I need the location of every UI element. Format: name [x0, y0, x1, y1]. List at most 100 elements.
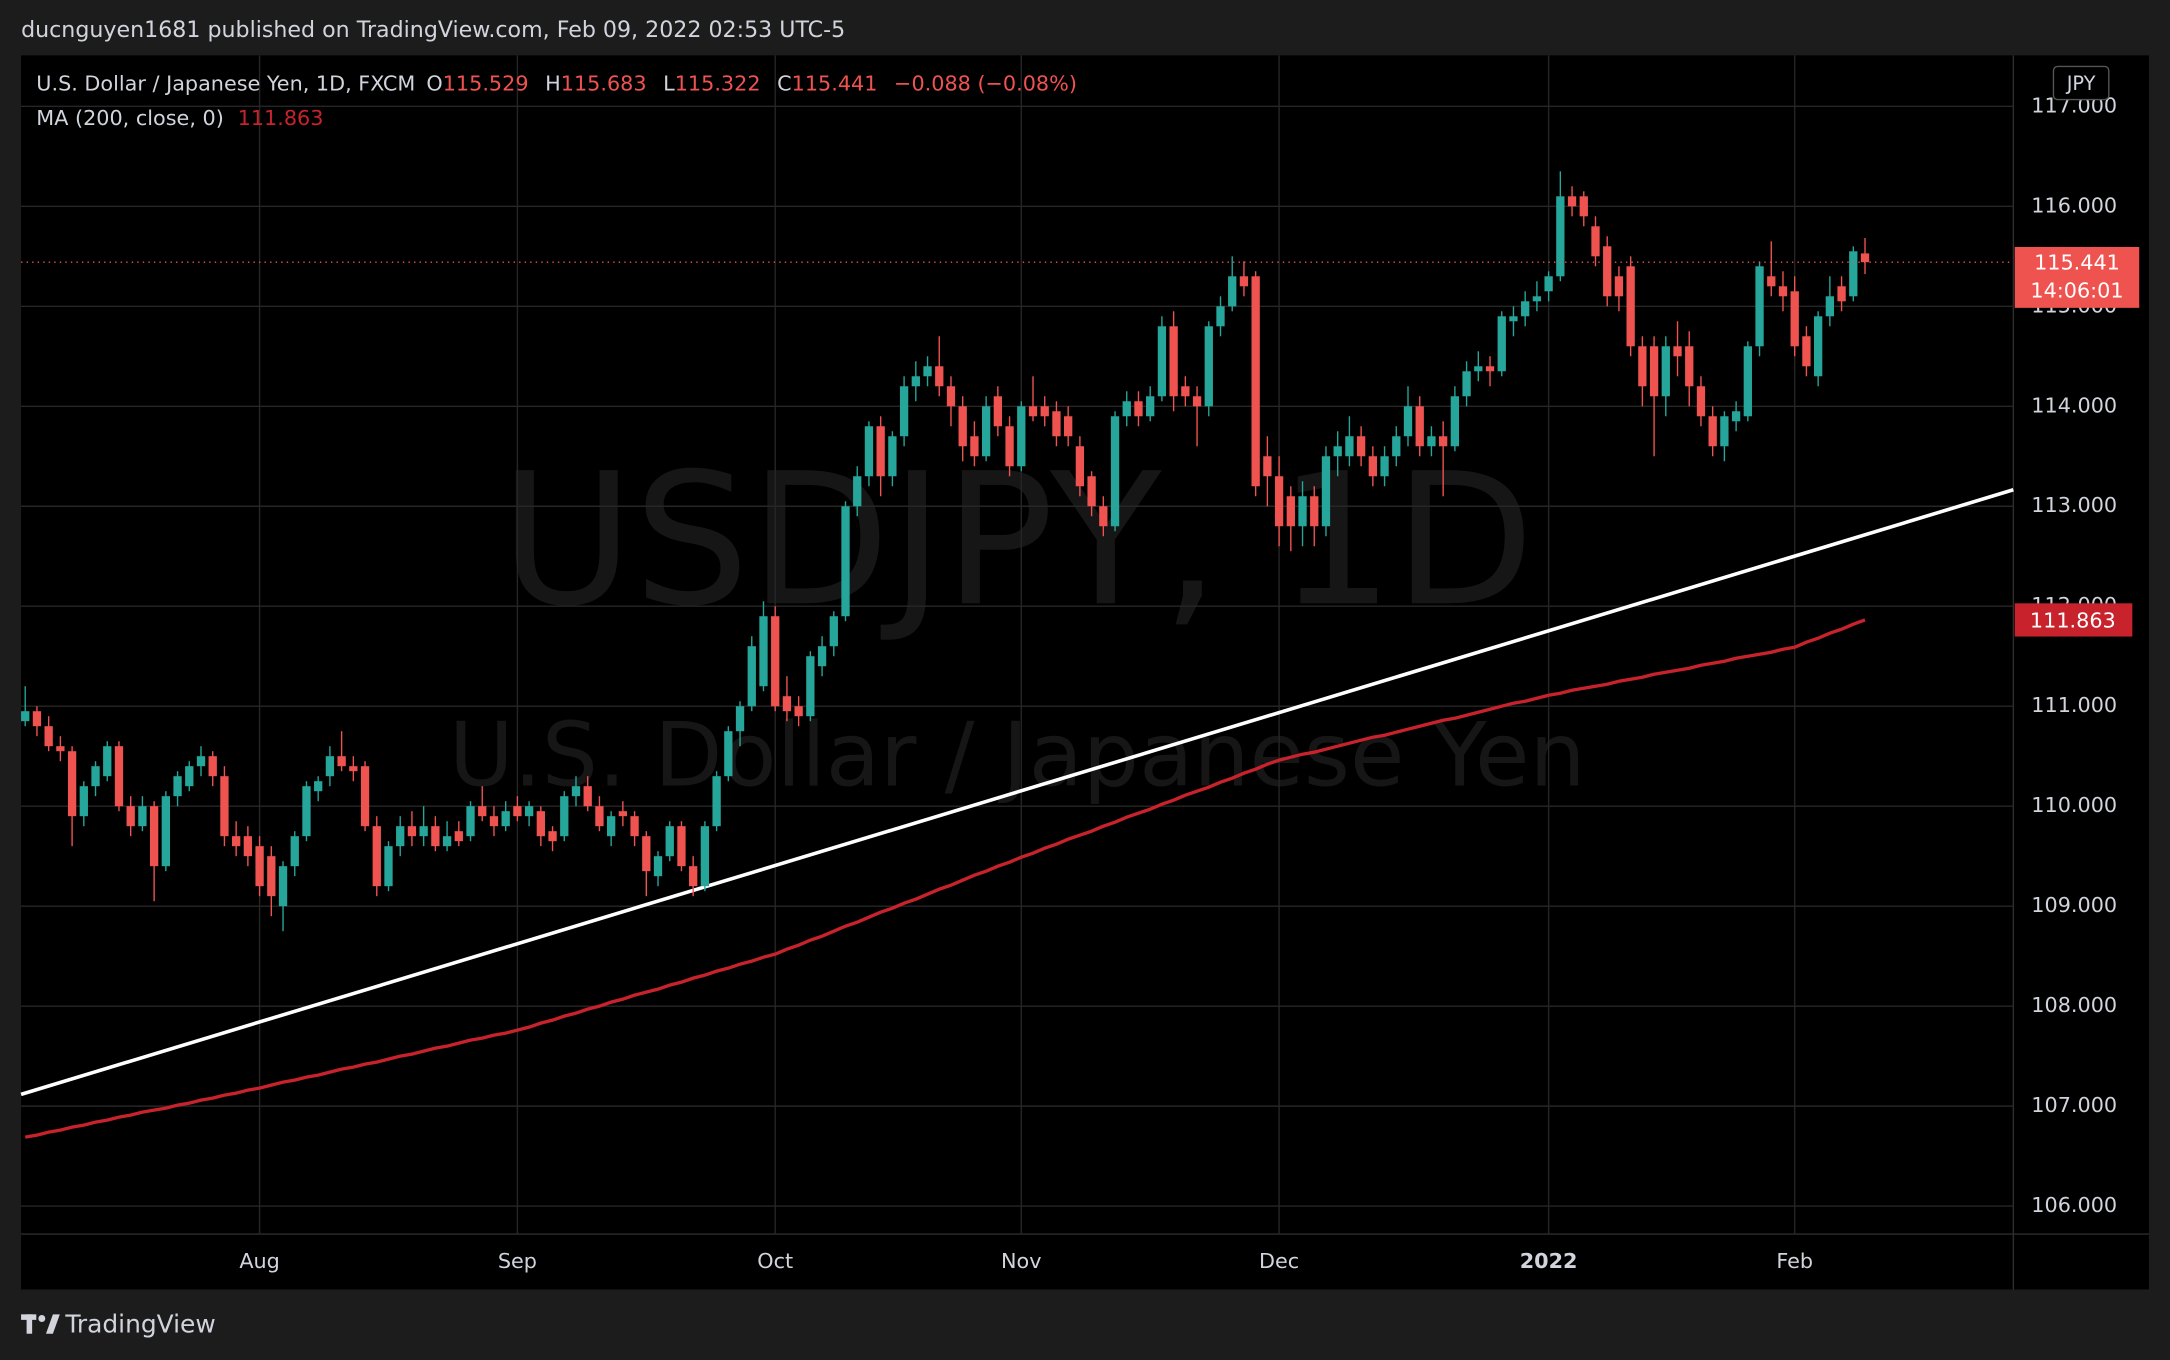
candle-body	[407, 826, 417, 837]
candle-body	[1263, 456, 1272, 477]
candle-body	[841, 506, 850, 617]
candle-body	[1415, 406, 1424, 447]
candle-body	[677, 826, 686, 867]
candle-body	[1146, 396, 1155, 417]
x-tick-label: Sep	[498, 1249, 537, 1273]
y-tick-label: 106.000	[2031, 1193, 2117, 1217]
candle-body	[1403, 406, 1413, 437]
candle-body	[1626, 266, 1635, 347]
candle-body	[1731, 411, 1741, 422]
candle-body	[419, 826, 428, 837]
candle-body	[1462, 371, 1471, 397]
candle-body	[442, 836, 452, 847]
candle-body	[489, 816, 499, 827]
candle-body	[1298, 496, 1307, 527]
candle-body	[1532, 296, 1542, 302]
candle-body	[1591, 226, 1600, 257]
candle-body	[571, 786, 581, 797]
candle-body	[232, 836, 241, 847]
candle-body	[1427, 436, 1436, 447]
candle-body	[1333, 446, 1342, 457]
x-tick-label: Dec	[1259, 1249, 1299, 1273]
candle-body	[1767, 276, 1776, 287]
candle-body	[396, 826, 405, 847]
candle-body	[290, 836, 299, 867]
legend-ohlc-value: 115.683	[561, 71, 647, 95]
candle-body	[618, 811, 628, 817]
x-tick-label: Feb	[1776, 1249, 1813, 1273]
candle-body	[724, 731, 733, 777]
y-tick-label: 114.000	[2031, 393, 2117, 417]
candle-body	[595, 806, 604, 827]
candle-body	[1310, 496, 1319, 527]
candle-body	[1603, 246, 1612, 297]
candle-body	[501, 811, 510, 827]
candle-body	[560, 796, 569, 837]
ma-price-box	[2014, 603, 2133, 637]
candles	[21, 171, 2014, 1139]
candle-body	[372, 826, 381, 887]
candle-body	[771, 616, 780, 707]
countdown: 14:06:01	[2030, 278, 2123, 302]
candle-body	[899, 386, 909, 437]
candle-body	[1509, 316, 1518, 322]
legend-ohlc-label: H	[545, 71, 561, 95]
candle-body	[1157, 326, 1167, 397]
candle-body	[337, 756, 346, 767]
candle-body	[1251, 276, 1260, 487]
candle-body	[1087, 476, 1096, 507]
legend-ohlc-label: O	[426, 71, 442, 95]
ma-price-label: 111.863	[2030, 608, 2116, 632]
candle-body	[853, 476, 862, 507]
candle-body	[1110, 416, 1120, 527]
candle-body	[360, 766, 370, 827]
candle-body	[1216, 306, 1225, 327]
candle-body	[536, 811, 545, 837]
candle-body	[67, 751, 77, 817]
candle-body	[384, 846, 393, 887]
candle-body	[876, 426, 885, 477]
candle-body	[1497, 316, 1506, 372]
candle-body	[583, 786, 592, 807]
candle-body	[1849, 251, 1858, 297]
legend-ohlc-value: 115.441	[792, 71, 878, 95]
candle-body	[1122, 401, 1131, 417]
candle-body	[1028, 406, 1038, 417]
candle-body	[735, 706, 745, 732]
legend-change: −0.088 (−0.08%)	[894, 71, 1077, 95]
candle-body	[1860, 253, 1870, 263]
candle-body	[1064, 416, 1073, 437]
candle-body	[1192, 396, 1202, 407]
candle-body	[79, 786, 88, 817]
brand-logo	[21, 1314, 60, 1334]
candle-body	[1204, 326, 1213, 407]
candle-body	[1356, 436, 1366, 457]
legend-ohlc-value: 115.529	[443, 71, 529, 95]
candle-body	[138, 806, 147, 827]
candle-body	[1005, 426, 1014, 467]
brand: TradingView	[64, 1309, 215, 1338]
candle-body	[1017, 406, 1026, 467]
candle-body	[829, 616, 838, 647]
candle-body	[548, 831, 557, 842]
candle-body	[1556, 196, 1565, 277]
ma-legend: MA (200, close, 0) 111.863	[36, 106, 323, 130]
chart-pane	[21, 55, 2149, 1290]
y-tick-label: 113.000	[2031, 493, 2117, 517]
candle-body	[1790, 291, 1799, 347]
y-tick-label: 107.000	[2031, 1093, 2117, 1117]
candle-body	[1521, 301, 1530, 317]
candle-body	[302, 786, 311, 837]
legend-ohlc-label: C	[777, 71, 792, 95]
currency[interactable]: JPY	[2066, 72, 2096, 95]
candle-body	[1134, 401, 1143, 417]
candle-body	[1474, 366, 1483, 372]
candle-body	[958, 406, 967, 447]
description-watermark: U.S. Dollar / Japanese Yen	[449, 703, 1586, 806]
candle-body	[1743, 346, 1752, 417]
candle-body	[314, 781, 323, 792]
currency-box[interactable]	[2052, 65, 2110, 101]
grid	[21, 55, 2014, 1235]
candle-body	[325, 756, 335, 777]
